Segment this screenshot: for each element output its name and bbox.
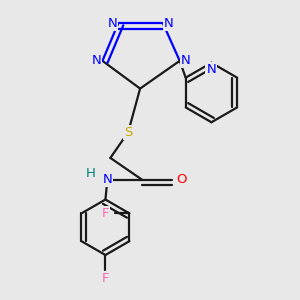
Text: N: N bbox=[164, 17, 174, 30]
Text: F: F bbox=[102, 272, 109, 285]
Text: N: N bbox=[103, 173, 112, 186]
Text: S: S bbox=[124, 126, 132, 139]
Text: N: N bbox=[107, 17, 117, 30]
Text: N: N bbox=[92, 54, 101, 67]
Text: H: H bbox=[85, 167, 95, 180]
Text: N: N bbox=[181, 54, 190, 67]
Text: O: O bbox=[176, 173, 187, 186]
Text: F: F bbox=[102, 207, 110, 220]
Text: N: N bbox=[207, 63, 216, 76]
